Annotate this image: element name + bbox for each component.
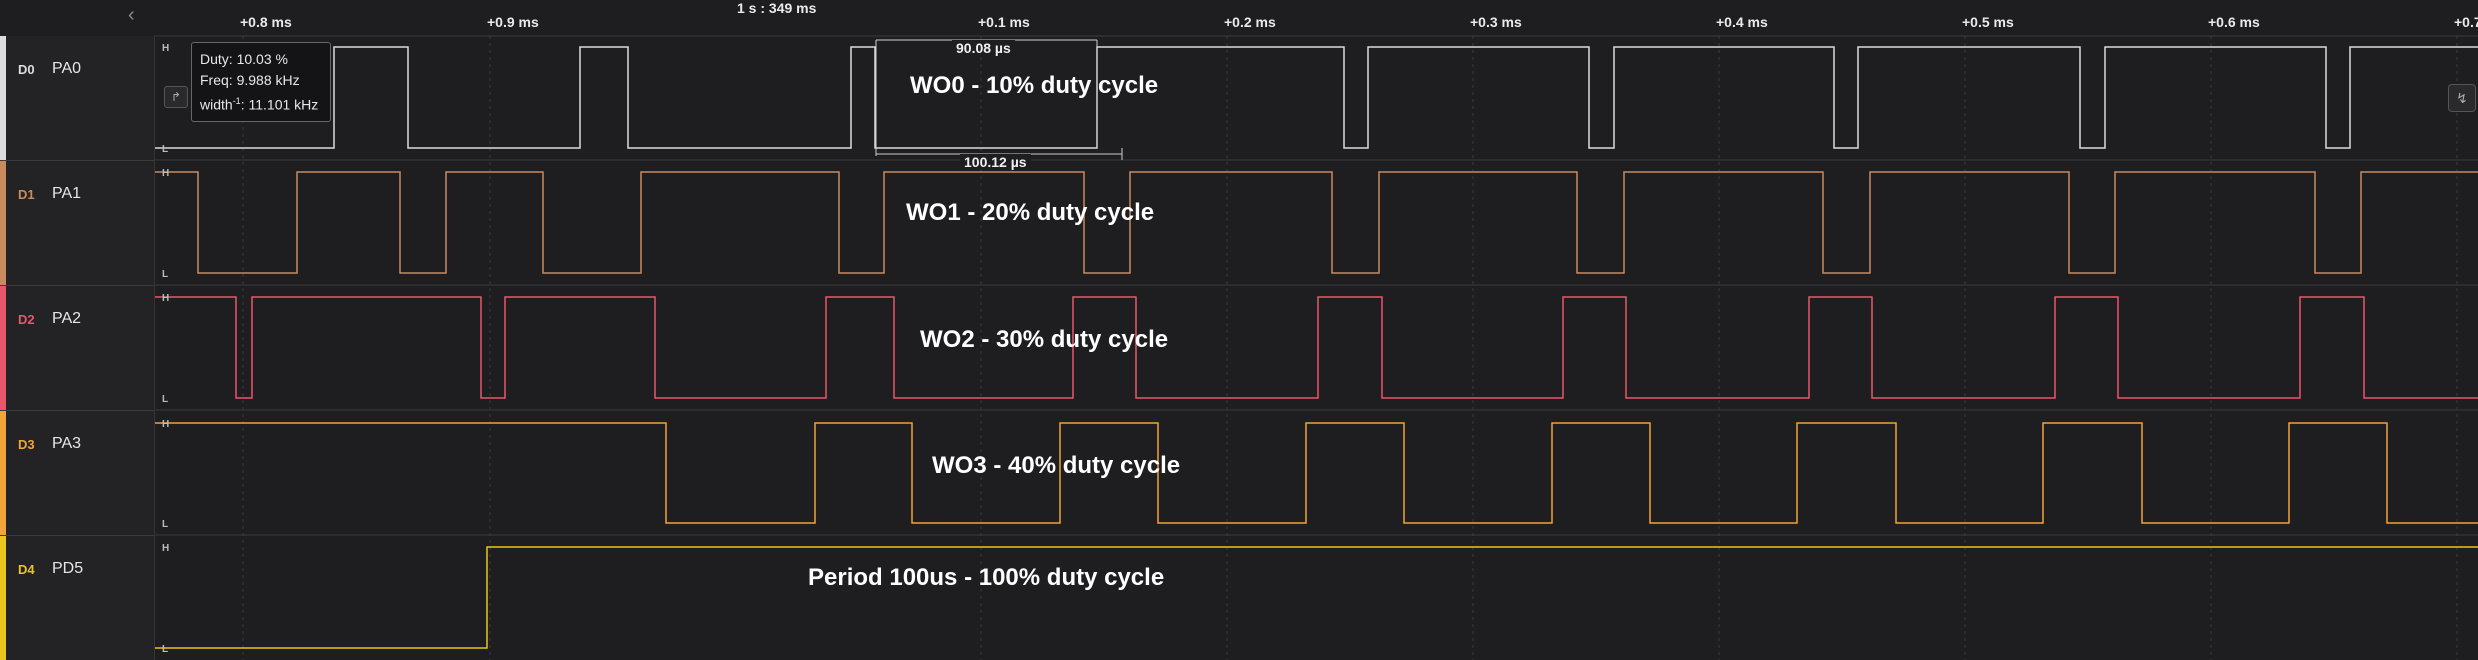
channel-id: D2 bbox=[18, 312, 35, 327]
channel-color-stripe bbox=[0, 411, 6, 535]
chevron-left-icon[interactable]: ‹ bbox=[128, 4, 135, 26]
signal-trace bbox=[154, 422, 2478, 524]
channel-color-stripe bbox=[0, 536, 6, 660]
time-tick-label: +0.8 ms bbox=[240, 14, 292, 30]
annotation-pa2: WO2 - 30% duty cycle bbox=[920, 326, 1169, 353]
signal-trace bbox=[154, 296, 2478, 399]
freq-readout: Freq: 9.988 kHz bbox=[200, 72, 300, 88]
channel-row-pa0[interactable]: D0 PA0 bbox=[0, 36, 154, 161]
level-high-label: H bbox=[162, 543, 169, 554]
width-label: width bbox=[200, 96, 233, 113]
channel-color-stripe bbox=[0, 286, 6, 410]
time-ruler[interactable]: ‹ 1 s : 349 ms +0.8 ms +0.9 ms +0.1 ms +… bbox=[0, 0, 2478, 36]
channel-id: D4 bbox=[18, 562, 35, 577]
channel-row-pa2[interactable]: D2 PA2 bbox=[0, 286, 154, 411]
channel-name[interactable]: PA2 bbox=[52, 310, 82, 327]
cursor-time: 1 s : 349 ms bbox=[737, 0, 817, 16]
time-tick-label: +0.4 ms bbox=[1716, 14, 1768, 30]
channel-name[interactable]: PD5 bbox=[52, 560, 84, 577]
level-low-label: L bbox=[162, 144, 168, 155]
channel-name[interactable]: PA1 bbox=[52, 185, 82, 202]
time-tick-label: +0.2 ms bbox=[1224, 14, 1276, 30]
width-value: : 11.101 kHz bbox=[240, 96, 319, 113]
level-low-label: L bbox=[162, 644, 168, 655]
annotation-pa0: WO0 - 10% duty cycle bbox=[910, 72, 1159, 99]
level-low-label: L bbox=[162, 519, 168, 530]
channel-sidebar: D0 PA0 D1 PA1 D2 PA2 D3 PA3 D4 PD5 bbox=[0, 36, 155, 660]
edge-trigger-icon[interactable]: ↯ bbox=[2448, 84, 2476, 112]
level-low-label: L bbox=[162, 269, 168, 280]
level-high-label: H bbox=[162, 43, 169, 54]
level-high-label: H bbox=[162, 293, 169, 304]
signal-trace bbox=[154, 171, 2478, 274]
channel-id: D3 bbox=[18, 437, 35, 452]
time-tick-label: +0.7 bbox=[2454, 14, 2478, 30]
annotation-pa3: WO3 - 40% duty cycle bbox=[932, 452, 1181, 479]
channel-name[interactable]: PA0 bbox=[52, 60, 82, 77]
measurement-tooltip: Duty: 10.03 % Freq: 9.988 kHz width-1: 1… bbox=[191, 42, 331, 122]
time-tick-label: +0.1 ms bbox=[978, 14, 1030, 30]
annotation-pd5: Period 100us - 100% duty cycle bbox=[808, 564, 1165, 591]
signal-trace bbox=[154, 546, 2478, 649]
channel-color-stripe bbox=[0, 36, 6, 160]
level-low-label: L bbox=[162, 394, 168, 405]
width-superscript: -1 bbox=[232, 96, 241, 106]
time-tick-label: +0.5 ms bbox=[1962, 14, 2014, 30]
channel-name[interactable]: PA3 bbox=[52, 435, 82, 452]
level-high-label: H bbox=[162, 168, 169, 179]
channel-color-stripe bbox=[0, 161, 6, 285]
time-tick-label: +0.9 ms bbox=[487, 14, 539, 30]
pulse-width-label: 90.08 µs bbox=[952, 40, 1015, 56]
time-tick-label: +0.3 ms bbox=[1470, 14, 1522, 30]
level-high-label: H bbox=[162, 419, 169, 430]
channel-id: D1 bbox=[18, 187, 35, 202]
period-label: 100.12 µs bbox=[960, 154, 1031, 170]
time-tick-label: +0.6 ms bbox=[2208, 14, 2260, 30]
signal-trace bbox=[154, 46, 2478, 149]
width-readout: width-1: 11.101 kHz bbox=[200, 91, 322, 116]
channel-row-pa1[interactable]: D1 PA1 bbox=[0, 161, 154, 286]
channel-id: D0 bbox=[18, 62, 35, 77]
channel-row-pd5[interactable]: D4 PD5 bbox=[0, 536, 154, 660]
channel-row-pa3[interactable]: D3 PA3 bbox=[0, 411, 154, 536]
edge-trigger-icon[interactable]: ↱ bbox=[164, 86, 188, 108]
duty-readout: Duty: 10.03 % bbox=[200, 51, 288, 67]
annotation-pa1: WO1 - 20% duty cycle bbox=[906, 199, 1155, 226]
